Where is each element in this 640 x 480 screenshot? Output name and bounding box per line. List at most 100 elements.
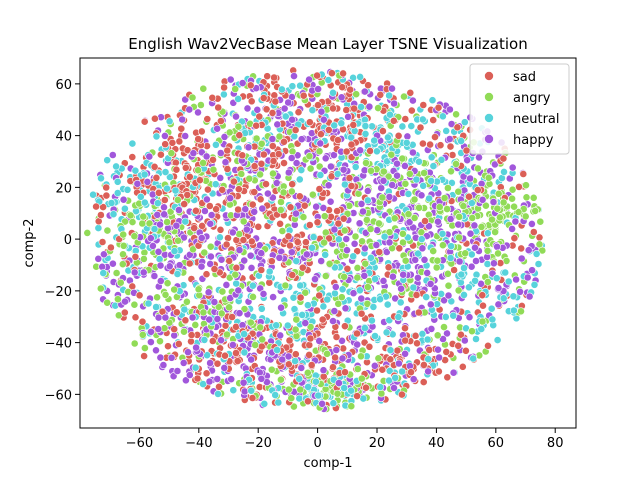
data-point (228, 340, 237, 349)
data-point (353, 273, 362, 282)
data-point (387, 150, 396, 159)
data-point (406, 88, 415, 97)
data-point (238, 151, 247, 160)
data-point (107, 243, 115, 252)
data-point (350, 104, 358, 113)
data-point (221, 158, 230, 167)
data-point (213, 315, 222, 323)
data-point (116, 278, 125, 287)
data-point (284, 360, 293, 369)
data-point (382, 328, 391, 337)
data-point (232, 322, 240, 331)
data-point (473, 164, 482, 173)
data-point (102, 191, 111, 200)
data-point (459, 202, 468, 210)
data-point (139, 212, 148, 221)
data-point (347, 140, 356, 149)
data-point (511, 217, 520, 226)
data-point (273, 346, 281, 354)
data-point (317, 257, 326, 265)
data-point (487, 304, 496, 313)
data-point (395, 244, 404, 253)
data-point (312, 202, 321, 211)
data-point (295, 394, 304, 403)
data-point (274, 150, 283, 158)
data-point (291, 325, 300, 334)
data-point (253, 105, 262, 114)
data-point (204, 288, 213, 297)
data-point (465, 192, 473, 201)
data-point (112, 269, 121, 277)
data-point (426, 279, 435, 288)
data-point (206, 252, 215, 261)
data-point (113, 177, 122, 186)
data-point (240, 256, 249, 265)
data-point (205, 377, 214, 386)
data-point (319, 203, 328, 212)
data-point (276, 205, 285, 214)
data-point (215, 382, 223, 391)
data-point (401, 256, 410, 265)
data-point (269, 169, 277, 178)
data-point (517, 244, 526, 253)
data-point (288, 115, 296, 124)
data-point (415, 203, 423, 212)
data-point (433, 331, 442, 340)
data-point (440, 323, 448, 331)
y-tick-label: −40 (45, 337, 72, 352)
data-point (276, 375, 285, 384)
data-point (257, 374, 266, 383)
data-point (299, 213, 308, 221)
data-point (467, 199, 476, 207)
data-point (222, 280, 231, 289)
data-point (254, 222, 263, 231)
data-point (501, 268, 510, 277)
data-point (208, 93, 217, 102)
data-point (453, 123, 462, 132)
data-point (516, 287, 524, 296)
data-point (121, 204, 129, 213)
data-point (419, 101, 428, 109)
data-point (404, 210, 413, 219)
data-point (185, 371, 194, 379)
data-point (259, 289, 268, 298)
data-point (388, 181, 397, 189)
data-point (278, 355, 287, 364)
data-point (311, 377, 320, 386)
data-point (347, 402, 356, 411)
data-point (231, 270, 240, 279)
data-point (399, 270, 408, 279)
data-point (466, 229, 475, 238)
data-point (175, 137, 184, 146)
data-point (330, 263, 339, 272)
data-point (270, 73, 278, 82)
data-point (372, 241, 381, 249)
data-point (198, 221, 206, 230)
data-point (418, 139, 427, 148)
data-point (425, 194, 433, 203)
data-point (347, 182, 356, 190)
data-point (211, 140, 220, 149)
data-point (363, 186, 372, 195)
data-point (191, 363, 200, 372)
data-point (138, 330, 147, 339)
data-point (181, 132, 190, 140)
data-point (371, 274, 379, 283)
data-point (228, 228, 237, 237)
data-point (140, 352, 148, 360)
data-point (218, 185, 227, 194)
data-point (351, 232, 360, 241)
data-point (225, 256, 234, 265)
data-point (378, 365, 387, 374)
data-point (484, 173, 493, 182)
data-point (409, 375, 418, 384)
data-point (508, 194, 516, 203)
data-point (250, 207, 259, 216)
data-point (388, 272, 397, 281)
data-point (353, 340, 362, 349)
data-point (232, 349, 240, 357)
data-point (426, 140, 434, 149)
y-axis-label: comp-2 (22, 219, 37, 268)
data-point (146, 338, 155, 346)
data-point (402, 138, 411, 147)
